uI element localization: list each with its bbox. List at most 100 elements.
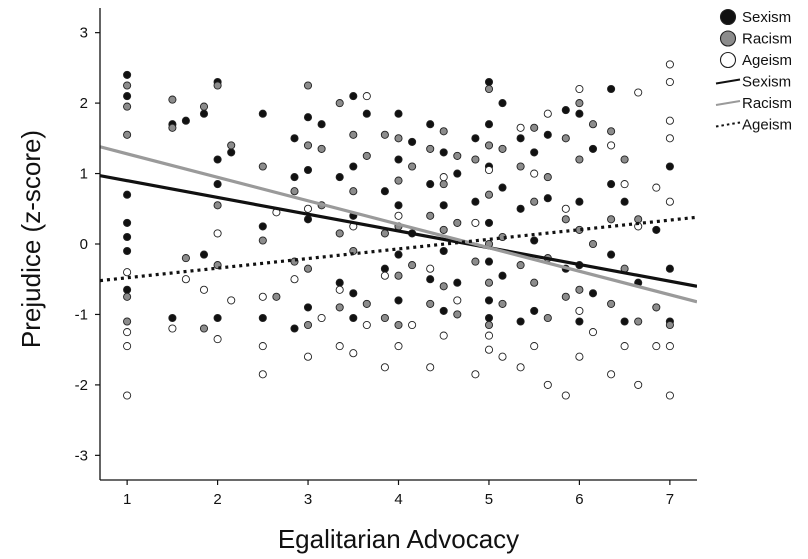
ageism-point [439,331,448,340]
sexism-point [227,148,236,157]
sexism-point [349,313,358,323]
racism-point [335,303,344,312]
ageism-point [394,342,403,351]
sexism-point [213,313,222,323]
sexism-point [439,148,448,157]
sexism-point [471,134,480,143]
sexism-point [665,264,674,273]
racism-point [607,127,616,136]
ageism-point [471,370,480,379]
y-tick-label: 3 [80,25,88,42]
sexism-point [349,92,358,101]
ageism-point [498,352,507,361]
racism-point [484,84,494,94]
sexism-point [620,317,629,326]
ageism-point [665,197,674,206]
racism-point [634,215,643,224]
sexism-point [543,130,552,139]
racism-point [453,151,462,160]
racism-point [168,123,177,132]
ageism-point [543,109,552,118]
racism-point [303,320,313,330]
sexism-point [394,155,403,164]
x-tick-label: 7 [666,491,674,508]
ageism-point [380,271,389,280]
ageism-point [484,165,494,175]
x-tick-label: 2 [213,491,221,508]
y-tick-label: 2 [80,95,88,112]
racism-point [123,130,132,139]
sexism-point [607,84,616,94]
sexism-point [516,317,525,326]
racism-point [199,102,209,111]
ageism-point [123,342,132,351]
ageism-point [213,229,222,238]
racism-point [561,134,570,143]
sexism-point [123,92,132,101]
legend-ageism-label: Ageism [742,117,792,134]
sexism-point [123,285,132,294]
racism-point [394,271,403,280]
legend-sexism-label: Sexism [742,9,791,26]
ageism-point [471,218,480,227]
ageism-point [426,264,435,273]
sexism-point [290,134,299,143]
sexism-point [303,303,313,312]
sexism-point [426,120,435,129]
sexism-point [213,180,222,189]
sexism-point [484,120,494,129]
sexism-point [394,201,403,210]
x-tick-label: 3 [304,491,312,508]
sexism-point [181,116,190,125]
racism-point [123,81,132,90]
sexism-point [665,162,674,171]
legend-ageism-label: Ageism [742,52,792,69]
x-tick-label: 5 [485,491,493,508]
racism-point [620,155,629,164]
racism-point [408,162,417,171]
racism-point [498,299,507,308]
racism-point [258,236,267,245]
racism-point [543,313,552,323]
sexism-point [199,109,209,118]
racism-point [484,141,494,150]
racism-point [335,99,344,108]
ageism-point [362,92,371,101]
legend-ageism-line-swatch [715,121,741,128]
ageism-point [543,380,552,389]
racism-point [439,225,448,234]
racism-point [349,187,358,196]
sexism-point [530,148,539,157]
sexism-point [543,194,552,203]
ageism-point [303,352,313,361]
ageism-point [123,391,132,400]
ageism-point [516,123,525,132]
fit-lines-layer [100,145,697,304]
ageism-point [394,211,403,220]
ageism-point [575,84,584,94]
ageism-point [426,363,435,372]
ageism-point [652,342,661,351]
racism-point [123,102,132,111]
racism-point [498,144,507,153]
racism-point [543,173,552,182]
ageism-point [439,173,448,182]
ageism-point [362,320,371,330]
racism-point [471,257,480,266]
ageism-point [516,363,525,372]
sexism-point [408,137,417,146]
sexism-point [123,190,132,199]
ageism-point [484,331,494,340]
ageism-point [620,342,629,351]
sexism-point [349,289,358,298]
sexism-point [123,232,132,242]
y-tick-label: -1 [75,306,88,323]
racism-point [349,130,358,139]
sexism-point [362,109,371,118]
legend-sexism-marker [719,8,737,26]
ageism-point [258,370,267,379]
sexism-point [213,155,222,164]
racism-point [484,278,494,287]
ageism-point [317,313,326,323]
racism-point [484,190,494,199]
